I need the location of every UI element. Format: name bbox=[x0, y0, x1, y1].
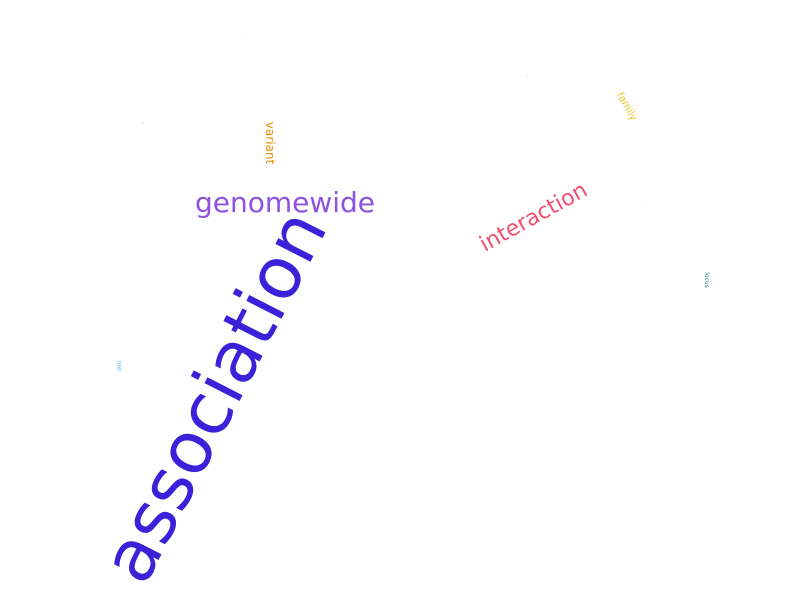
word-tiny-2: — bbox=[140, 120, 146, 126]
word-tiny-4: — bbox=[646, 204, 648, 206]
word-association: association bbox=[84, 196, 344, 595]
word-locus: locus bbox=[703, 272, 710, 288]
word-genomewide: genomewide bbox=[194, 186, 376, 219]
word-tiny-3: — bbox=[241, 37, 243, 39]
word-variant: variant bbox=[263, 121, 277, 165]
word-tiny-1: — bbox=[524, 74, 530, 80]
word-interaction: interaction bbox=[475, 177, 592, 258]
word-trait: trait bbox=[115, 360, 122, 372]
word-family: family bbox=[613, 90, 639, 123]
word-cloud: association genomewide interaction varia… bbox=[85, 37, 710, 595]
